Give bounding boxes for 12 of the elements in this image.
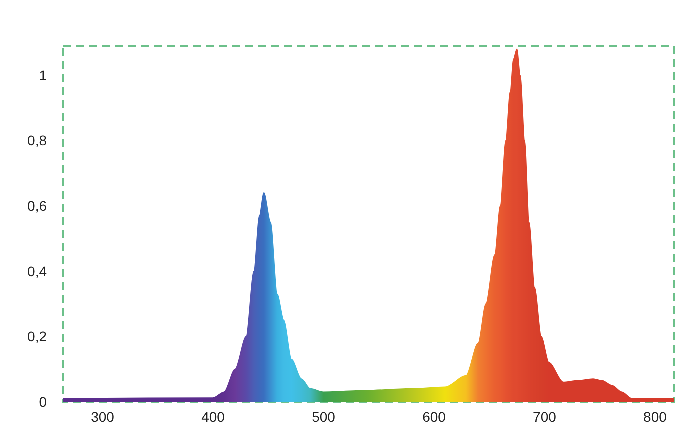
x-tick-label: 500 [312,409,336,425]
x-tick-label: 700 [533,409,557,425]
y-tick-label: 0,2 [28,328,48,345]
y-tick-label: 0,4 [28,263,48,280]
y-tick-label: 1 [39,67,48,84]
y-tick-label: 0,6 [28,198,48,214]
y-tick-label: 0 [39,394,48,410]
x-tick-label: 800 [644,409,668,425]
x-tick-label: 300 [91,409,115,425]
y-tick-label: 0,8 [28,132,48,149]
x-tick-label: 400 [202,409,226,425]
x-tick-label: 600 [422,409,446,425]
